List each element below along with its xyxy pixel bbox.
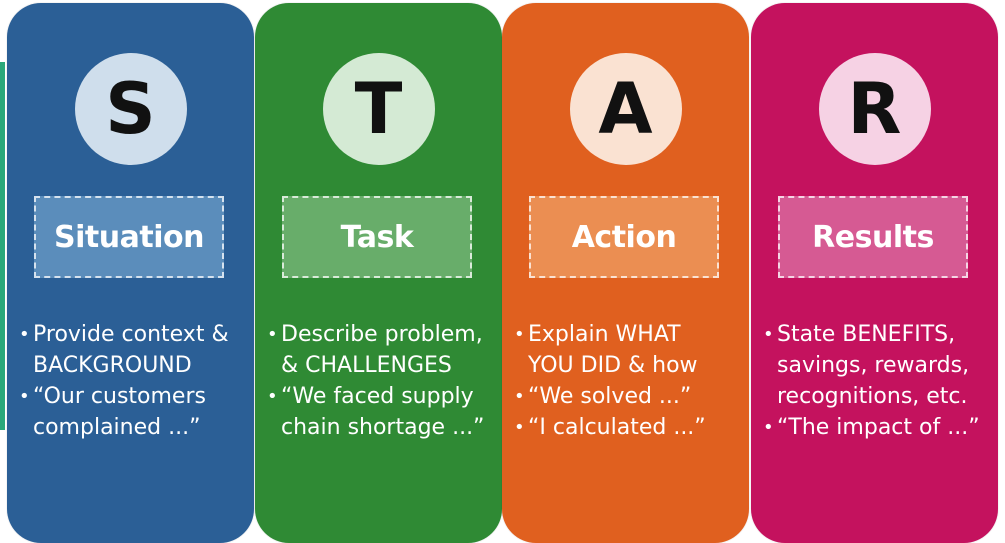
- bullet-icon: •: [19, 324, 30, 345]
- bullet-text: “The impact of ...”: [777, 415, 980, 440]
- bullet-icon: •: [514, 386, 525, 407]
- bullet-text: Provide context & BACKGROUND: [33, 322, 229, 378]
- bullet-text: “Our customers complained ...”: [33, 384, 206, 440]
- results-letter-circle: R: [818, 53, 931, 165]
- list-item: • State BENEFITS, savings, rewards, reco…: [763, 319, 990, 412]
- bullet-text: Describe problem, & CHALLENGES: [281, 322, 483, 378]
- situation-panel: S Situation • Provide context & BACKGROU…: [7, 3, 254, 543]
- bullet-icon: •: [19, 386, 30, 407]
- action-title: Action: [529, 196, 719, 278]
- list-item: • “Our customers complained ...”: [19, 381, 246, 443]
- action-panel: A Action • Explain WHAT YOU DID & how • …: [502, 3, 749, 543]
- list-item: • Provide context & BACKGROUND: [19, 319, 246, 381]
- bullet-text: “We solved ...”: [528, 384, 692, 409]
- bullet-icon: •: [514, 324, 525, 345]
- list-item: • “I calculated ...”: [514, 412, 741, 443]
- list-item: • Describe problem, & CHALLENGES: [267, 319, 494, 381]
- bullet-icon: •: [763, 417, 774, 438]
- results-title: Results: [778, 196, 968, 278]
- bullet-text: Explain WHAT YOU DID & how: [528, 322, 698, 378]
- bullet-icon: •: [267, 324, 278, 345]
- results-panel: R Results • State BENEFITS, savings, rew…: [751, 3, 998, 543]
- task-title: Task: [282, 196, 472, 278]
- bullet-text: State BENEFITS, savings, rewards, recogn…: [777, 322, 970, 409]
- action-letter-circle: A: [569, 53, 682, 165]
- task-bullet-list: • Describe problem, & CHALLENGES • “We f…: [267, 319, 494, 443]
- task-panel: T Task • Describe problem, & CHALLENGES …: [255, 3, 502, 543]
- bullet-icon: •: [514, 417, 525, 438]
- list-item: • “The impact of ...”: [763, 412, 990, 443]
- situation-letter-circle: S: [74, 53, 187, 165]
- action-bullet-list: • Explain WHAT YOU DID & how • “We solve…: [514, 319, 741, 443]
- list-item: • “We faced supply chain shortage ...”: [267, 381, 494, 443]
- situation-bullet-list: • Provide context & BACKGROUND • “Our cu…: [19, 319, 246, 443]
- results-bullet-list: • State BENEFITS, savings, rewards, reco…: [763, 319, 990, 443]
- bullet-icon: •: [763, 324, 774, 345]
- task-letter-circle: T: [322, 53, 435, 165]
- bullet-icon: •: [267, 386, 278, 407]
- list-item: • Explain WHAT YOU DID & how: [514, 319, 741, 381]
- bullet-text: “We faced supply chain shortage ...”: [281, 384, 485, 440]
- situation-title: Situation: [34, 196, 224, 278]
- left-edge-accent: [0, 62, 5, 430]
- list-item: • “We solved ...”: [514, 381, 741, 412]
- bullet-text: “I calculated ...”: [528, 415, 706, 440]
